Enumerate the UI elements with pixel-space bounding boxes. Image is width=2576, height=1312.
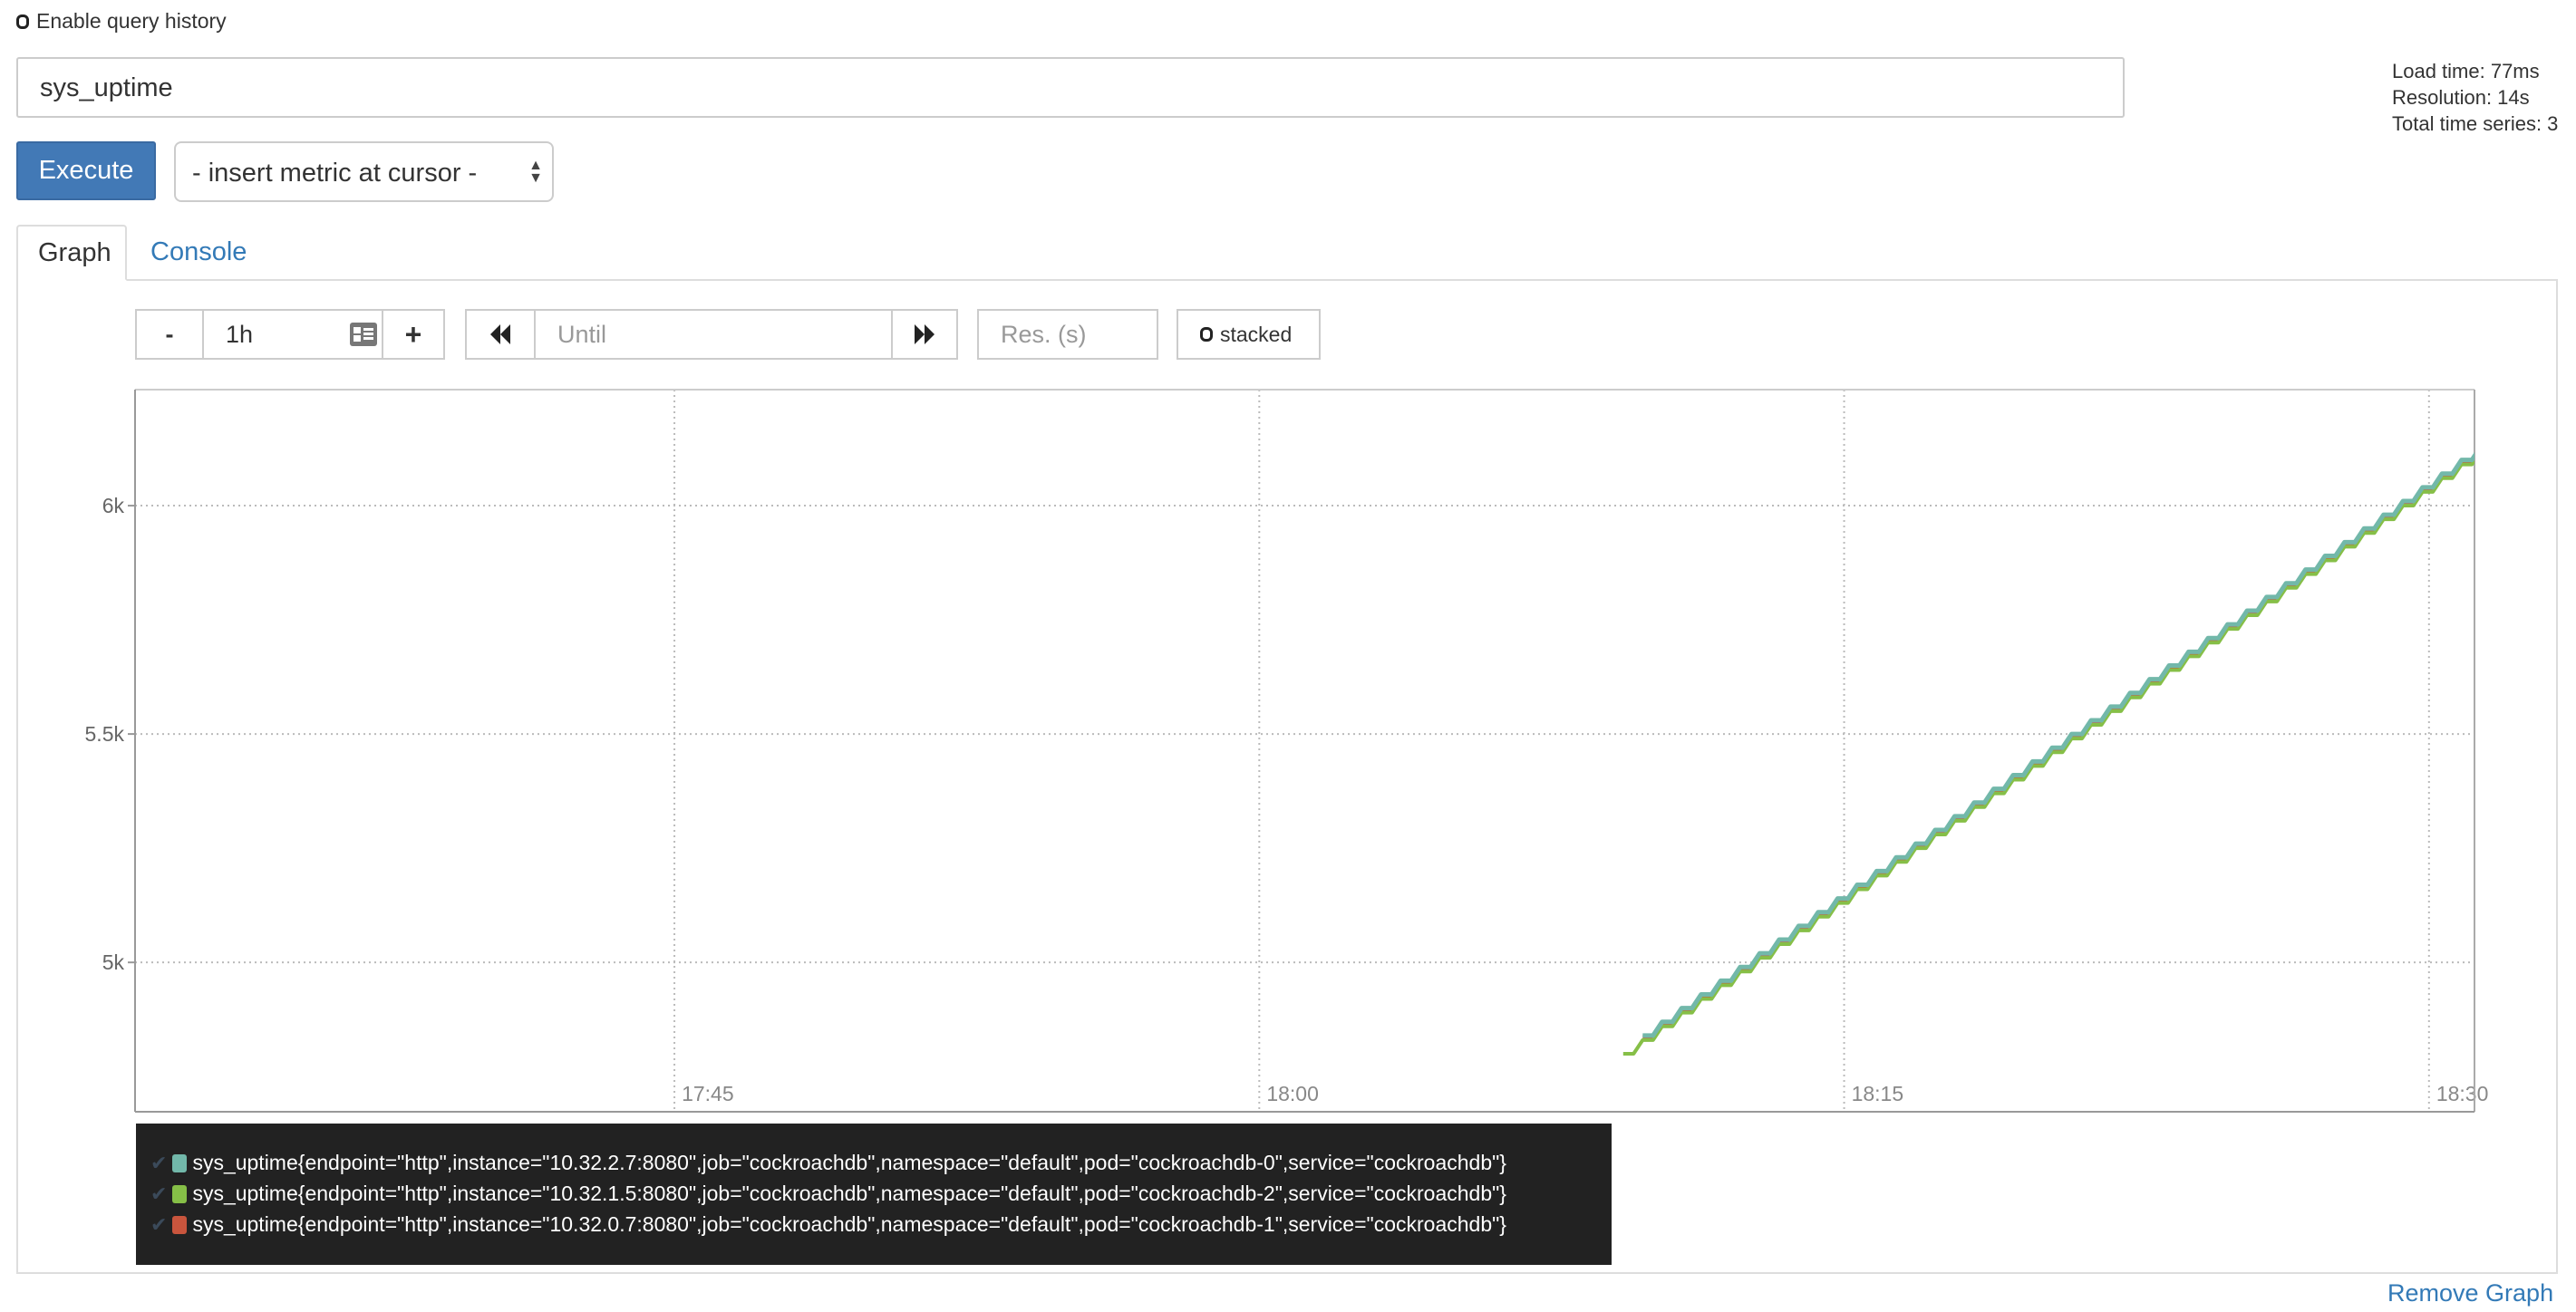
insert-metric-select[interactable]: - insert metric at cursor - ▲ ▼ bbox=[174, 141, 554, 202]
y-tick-label: 5.5k bbox=[85, 722, 125, 746]
range-input[interactable]: 1h bbox=[202, 311, 382, 358]
legend: ✔ sys_uptime{endpoint="http",instance="1… bbox=[136, 1124, 1612, 1265]
increase-range-button[interactable]: + bbox=[382, 311, 443, 358]
tab-bar: Graph Console bbox=[16, 225, 2558, 281]
series-line bbox=[1642, 454, 2474, 1039]
y-tick-label: 5k bbox=[102, 950, 125, 974]
stacked-label: stacked bbox=[1220, 322, 1293, 346]
series-line bbox=[1622, 457, 2474, 1056]
series-label: sys_uptime{endpoint="http",instance="10.… bbox=[192, 1182, 1506, 1205]
check-icon: ✔ bbox=[150, 1151, 168, 1174]
select-arrows-icon: ▲ ▼ bbox=[528, 158, 543, 186]
resolution-input[interactable]: Res. (s) bbox=[977, 309, 1158, 360]
enable-query-history[interactable]: Enable query history bbox=[16, 9, 227, 34]
calendar-icon bbox=[350, 323, 377, 346]
x-tick-label: 17:45 bbox=[682, 1082, 734, 1105]
total-time-series: Total time series: 3 bbox=[2392, 112, 2559, 135]
graph-panel bbox=[16, 279, 2558, 1274]
x-tick-label: 18:30 bbox=[2436, 1082, 2489, 1105]
decrease-range-button[interactable]: - bbox=[165, 320, 174, 348]
series-swatch bbox=[172, 1184, 188, 1203]
stacked-checkbox[interactable] bbox=[1200, 327, 1213, 342]
query-history-checkbox[interactable] bbox=[16, 14, 29, 29]
series-label: sys_uptime{endpoint="http",instance="10.… bbox=[192, 1151, 1506, 1174]
x-tick-label: 18:00 bbox=[1266, 1082, 1319, 1105]
tab-graph[interactable]: Graph bbox=[16, 225, 127, 281]
range-control: - 1h + bbox=[135, 309, 445, 360]
tab-console[interactable]: Console bbox=[150, 236, 247, 266]
back-button[interactable] bbox=[467, 311, 534, 358]
query-stats: Load time: 77ms Resolution: 14s Total ti… bbox=[2392, 58, 2558, 137]
y-tick-label: 6k bbox=[102, 494, 125, 517]
fast-forward-icon bbox=[915, 324, 935, 344]
query-history-label: Enable query history bbox=[36, 9, 227, 33]
series-swatch bbox=[172, 1215, 188, 1234]
check-icon: ✔ bbox=[150, 1182, 168, 1205]
legend-item[interactable]: ✔ sys_uptime{endpoint="http",instance="1… bbox=[150, 1151, 1506, 1175]
legend-item[interactable]: ✔ sys_uptime{endpoint="http",instance="1… bbox=[150, 1182, 1506, 1206]
fast-backward-icon bbox=[490, 324, 510, 344]
insert-metric-selected: - insert metric at cursor - bbox=[192, 159, 478, 188]
legend-item[interactable]: ✔ sys_uptime{endpoint="http",instance="1… bbox=[150, 1212, 1506, 1237]
remove-graph-link[interactable]: Remove Graph bbox=[2387, 1279, 2554, 1307]
end-time-control: Until bbox=[465, 309, 958, 360]
x-tick-label: 18:15 bbox=[1852, 1082, 1904, 1105]
forward-button[interactable] bbox=[891, 311, 956, 358]
series-line bbox=[1642, 451, 2474, 1038]
until-input[interactable]: Until bbox=[534, 311, 891, 358]
stacked-toggle[interactable]: stacked bbox=[1177, 309, 1321, 360]
check-icon: ✔ bbox=[150, 1212, 168, 1236]
execute-button[interactable]: Execute bbox=[16, 141, 156, 200]
series-label: sys_uptime{endpoint="http",instance="10.… bbox=[192, 1212, 1506, 1236]
expression-input[interactable]: sys_uptime bbox=[16, 57, 2125, 118]
range-value: 1h bbox=[226, 320, 254, 348]
series-swatch bbox=[172, 1153, 188, 1172]
load-time: Load time: 77ms bbox=[2392, 60, 2540, 82]
resolution-placeholder: Res. (s) bbox=[1001, 320, 1087, 348]
resolution: Resolution: 14s bbox=[2392, 86, 2530, 109]
